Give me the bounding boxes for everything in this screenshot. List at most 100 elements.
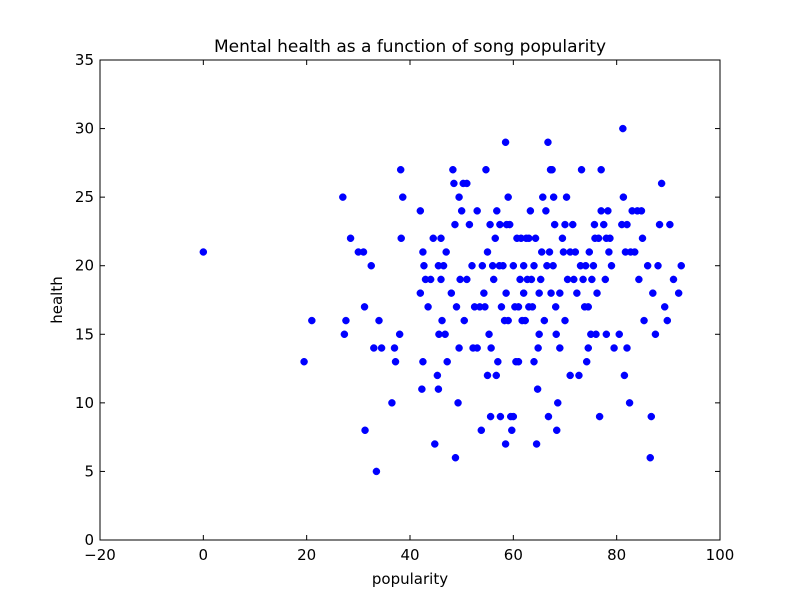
data-point bbox=[504, 193, 512, 201]
data-point bbox=[460, 316, 468, 325]
data-point bbox=[552, 330, 560, 339]
data-point bbox=[199, 248, 208, 256]
data-point bbox=[528, 303, 537, 311]
data-point bbox=[526, 207, 535, 215]
data-point bbox=[593, 289, 601, 297]
data-point bbox=[623, 344, 631, 352]
data-point bbox=[561, 220, 569, 229]
data-point bbox=[597, 165, 605, 174]
data-point bbox=[542, 207, 550, 215]
data-point bbox=[594, 234, 603, 243]
data-point bbox=[654, 261, 662, 270]
data-point bbox=[388, 399, 396, 407]
data-point bbox=[566, 371, 574, 380]
data-point bbox=[554, 399, 562, 407]
data-point bbox=[480, 289, 488, 297]
x-tick-label: 0 bbox=[199, 546, 209, 564]
data-point bbox=[584, 344, 592, 352]
data-point bbox=[640, 316, 648, 325]
data-point bbox=[468, 261, 476, 270]
data-point bbox=[339, 193, 347, 201]
data-point bbox=[492, 371, 501, 380]
data-point bbox=[496, 412, 505, 421]
data-point bbox=[590, 220, 599, 229]
data-point bbox=[579, 275, 587, 284]
data-point bbox=[519, 261, 528, 270]
data-point bbox=[420, 261, 428, 270]
data-point bbox=[501, 440, 510, 448]
data-point bbox=[646, 453, 654, 462]
data-point bbox=[508, 426, 516, 435]
data-point bbox=[549, 193, 558, 201]
data-point bbox=[441, 330, 449, 339]
data-point bbox=[370, 344, 378, 352]
data-point bbox=[377, 344, 386, 352]
data-point bbox=[606, 234, 614, 243]
data-point bbox=[559, 248, 568, 256]
data-point bbox=[439, 261, 448, 270]
data-point bbox=[463, 275, 471, 284]
data-point bbox=[558, 234, 567, 243]
data-point bbox=[454, 399, 462, 407]
data-point bbox=[573, 289, 581, 297]
data-point bbox=[534, 344, 542, 352]
data-point bbox=[561, 316, 569, 325]
data-point bbox=[589, 261, 598, 270]
data-point bbox=[396, 165, 405, 174]
data-point bbox=[478, 261, 487, 270]
data-point bbox=[509, 412, 518, 421]
data-point bbox=[463, 179, 471, 188]
data-point bbox=[547, 289, 555, 297]
data-point bbox=[455, 193, 463, 201]
data-point bbox=[544, 138, 552, 147]
data-point bbox=[535, 289, 543, 297]
data-point bbox=[308, 316, 316, 325]
y-tick-label: 0 bbox=[84, 531, 94, 549]
data-point bbox=[447, 289, 456, 297]
data-point bbox=[465, 220, 474, 229]
x-axis-label: popularity bbox=[372, 570, 448, 588]
data-point bbox=[581, 261, 590, 270]
data-point bbox=[649, 289, 657, 297]
data-point bbox=[493, 207, 501, 215]
data-point bbox=[674, 289, 683, 297]
data-point bbox=[527, 275, 536, 284]
data-point bbox=[437, 275, 445, 284]
data-point bbox=[416, 289, 425, 297]
data-point bbox=[450, 179, 458, 188]
data-point bbox=[605, 248, 613, 256]
data-point bbox=[514, 303, 523, 311]
data-point bbox=[433, 371, 442, 380]
data-point bbox=[485, 330, 493, 339]
data-point bbox=[571, 248, 580, 256]
data-point bbox=[592, 330, 600, 339]
data-point bbox=[416, 207, 425, 215]
data-point bbox=[372, 467, 381, 476]
data-point bbox=[536, 275, 545, 284]
data-point bbox=[585, 248, 594, 256]
data-point bbox=[610, 344, 618, 352]
data-point bbox=[660, 303, 669, 311]
data-point bbox=[577, 165, 586, 174]
data-point bbox=[549, 261, 557, 270]
data-point bbox=[597, 207, 605, 215]
data-point bbox=[418, 385, 426, 393]
data-point bbox=[438, 316, 446, 325]
data-point bbox=[419, 248, 427, 256]
data-point bbox=[397, 234, 405, 243]
data-point bbox=[395, 330, 404, 339]
x-tick-label: 60 bbox=[504, 546, 523, 564]
data-point bbox=[530, 357, 538, 366]
data-point bbox=[494, 357, 502, 366]
data-point bbox=[496, 220, 504, 229]
y-tick-label: 25 bbox=[75, 188, 94, 206]
data-point bbox=[638, 234, 647, 243]
data-point bbox=[514, 357, 523, 366]
data-point bbox=[486, 412, 495, 421]
data-point bbox=[635, 275, 643, 284]
data-point bbox=[533, 385, 542, 393]
data-point bbox=[569, 220, 577, 229]
data-point bbox=[619, 124, 627, 133]
